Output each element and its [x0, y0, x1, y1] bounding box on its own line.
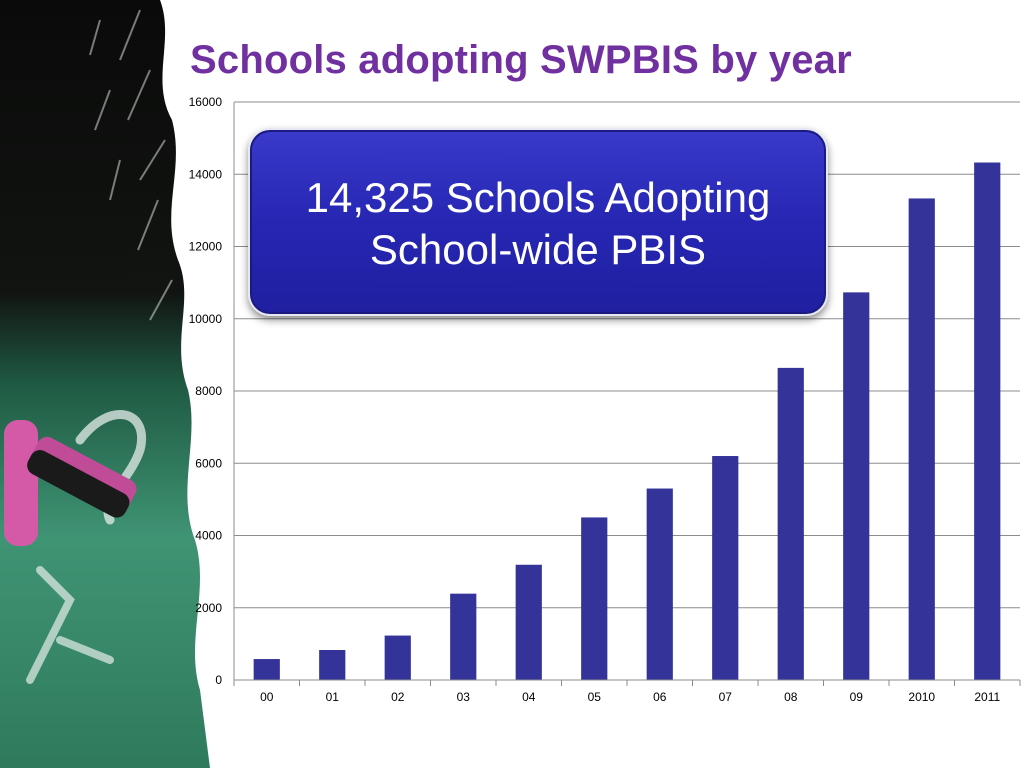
- bar-09: [843, 292, 870, 680]
- bar-07: [712, 456, 739, 680]
- x-tick-label: 00: [260, 690, 274, 704]
- y-tick-label: 0: [215, 673, 222, 687]
- bar-08: [777, 367, 804, 680]
- y-tick-label: 14000: [189, 167, 223, 181]
- y-tick-label: 12000: [189, 240, 223, 254]
- bar-2010: [908, 198, 935, 681]
- callout-box: 14,325 Schools Adopting School-wide PBIS: [248, 128, 828, 316]
- x-tick-label: 07: [719, 690, 733, 704]
- x-tick-label: 02: [391, 690, 405, 704]
- x-tick-label: 05: [588, 690, 602, 704]
- x-tick-label: 2010: [908, 690, 935, 704]
- bar-00: [253, 659, 280, 680]
- slide-title: Schools adopting SWPBIS by year: [190, 38, 852, 82]
- x-tick-label: 09: [850, 690, 864, 704]
- pink-chalk-stick: [4, 420, 38, 546]
- bar-02: [384, 635, 411, 680]
- chalkboard-decoration: [0, 0, 210, 768]
- y-tick-label: 6000: [195, 456, 222, 470]
- bar-series: [253, 162, 1001, 681]
- bar-06: [646, 488, 673, 680]
- x-tick-label: 06: [653, 690, 667, 704]
- x-tick-label: 2011: [974, 690, 1000, 704]
- y-axis: 0 2000 4000 6000 8000 10000 12000 14000 16000: [189, 95, 235, 687]
- x-tick-label: 01: [326, 690, 340, 704]
- bar-2011: [974, 162, 1001, 680]
- x-tick-label: 04: [522, 690, 536, 704]
- callout-text: 14,325 Schools Adopting School-wide PBIS: [305, 174, 771, 273]
- x-tick-label: 08: [784, 690, 798, 704]
- y-tick-label: 4000: [195, 529, 222, 543]
- bar-05: [581, 517, 608, 680]
- y-tick-label: 16000: [189, 95, 223, 109]
- bar-03: [450, 593, 477, 680]
- x-tick-label: 03: [457, 690, 471, 704]
- bar-01: [319, 650, 346, 680]
- x-axis: 00 01 02 03 04 05 06 07 08 09 2010 2011: [233, 679, 1021, 704]
- y-tick-label: 10000: [189, 312, 223, 326]
- y-tick-label: 2000: [195, 601, 222, 615]
- bar-04: [515, 564, 542, 680]
- y-tick-label: 8000: [195, 384, 222, 398]
